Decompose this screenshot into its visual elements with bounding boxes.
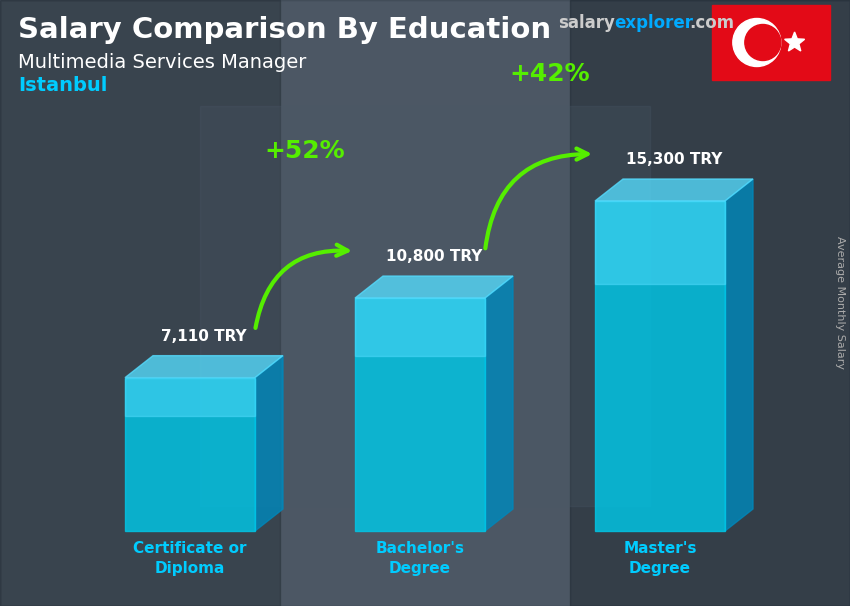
Text: .com: .com bbox=[689, 14, 734, 32]
Polygon shape bbox=[355, 276, 513, 298]
Bar bbox=[595, 201, 725, 284]
Text: Bachelor's
Degree: Bachelor's Degree bbox=[376, 541, 464, 576]
Text: 15,300 TRY: 15,300 TRY bbox=[626, 152, 722, 167]
Text: explorer: explorer bbox=[614, 14, 693, 32]
Text: Certificate or
Diploma: Certificate or Diploma bbox=[133, 541, 246, 576]
Text: Istanbul: Istanbul bbox=[18, 76, 107, 95]
Text: Salary Comparison By Education: Salary Comparison By Education bbox=[18, 16, 551, 44]
Bar bbox=[355, 298, 485, 356]
Text: +52%: +52% bbox=[264, 139, 345, 163]
Bar bbox=[125, 378, 255, 416]
Text: Multimedia Services Manager: Multimedia Services Manager bbox=[18, 53, 306, 72]
Bar bbox=[355, 298, 485, 531]
Text: +42%: +42% bbox=[510, 62, 590, 86]
Polygon shape bbox=[485, 276, 513, 531]
Text: Average Monthly Salary: Average Monthly Salary bbox=[835, 236, 845, 370]
Bar bbox=[0, 0, 280, 606]
Polygon shape bbox=[255, 356, 283, 531]
Circle shape bbox=[733, 19, 781, 67]
Bar bbox=[125, 378, 255, 531]
Bar bbox=[712, 5, 830, 80]
Bar bbox=[200, 106, 650, 506]
Polygon shape bbox=[125, 356, 283, 378]
Polygon shape bbox=[785, 32, 805, 51]
Bar bbox=[570, 0, 850, 606]
FancyArrowPatch shape bbox=[485, 148, 587, 248]
Polygon shape bbox=[725, 179, 753, 531]
Bar bbox=[595, 201, 725, 531]
Text: salary: salary bbox=[558, 14, 615, 32]
FancyArrowPatch shape bbox=[256, 245, 348, 328]
Text: 7,110 TRY: 7,110 TRY bbox=[162, 328, 246, 344]
Text: Master's
Degree: Master's Degree bbox=[623, 541, 697, 576]
Circle shape bbox=[745, 24, 781, 61]
Polygon shape bbox=[595, 179, 753, 201]
Text: 10,800 TRY: 10,800 TRY bbox=[386, 249, 482, 264]
